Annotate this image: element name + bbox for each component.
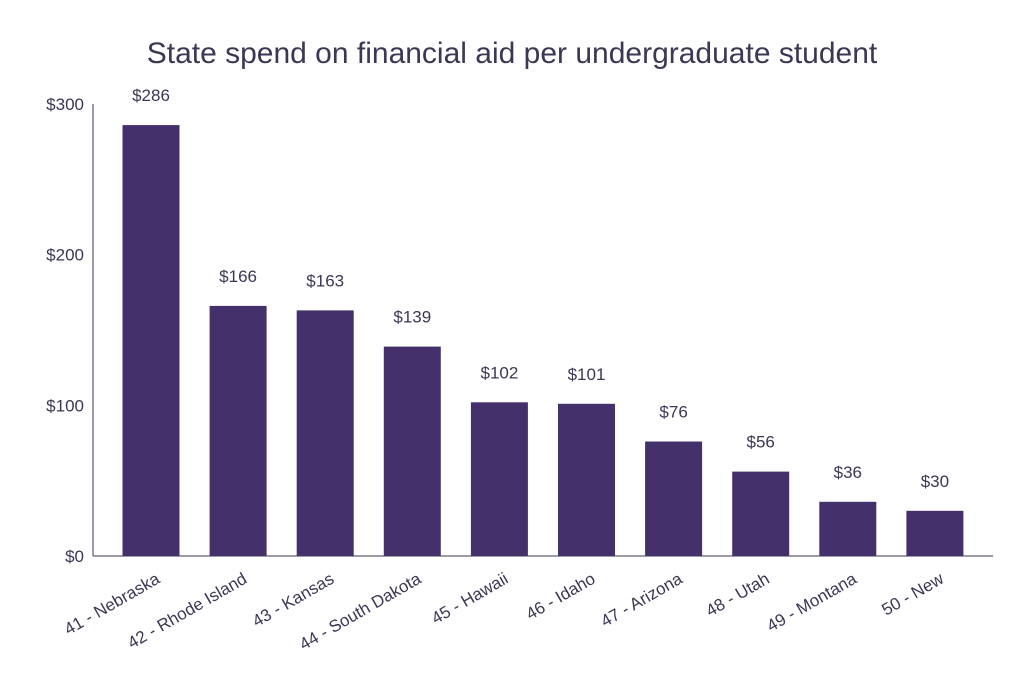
bar xyxy=(383,346,441,556)
bar xyxy=(645,441,703,556)
category-label: 46 - Idaho xyxy=(523,569,599,624)
bar xyxy=(470,402,528,556)
data-label: $36 xyxy=(834,463,862,482)
data-labels: $286 $166 $163 $139 $102 $101 $76 $56 $36 $30 xyxy=(132,86,949,491)
chart-title: State spend on financial aid per undergr… xyxy=(147,37,878,70)
category-label: 47 - Arizona xyxy=(598,569,687,631)
bar xyxy=(558,403,615,556)
category-label: 48 - Utah xyxy=(703,569,773,620)
bar xyxy=(209,305,267,556)
data-label: $286 xyxy=(132,86,170,105)
category-label: 49 - Montana xyxy=(764,569,861,636)
data-label: $163 xyxy=(306,271,344,290)
bar xyxy=(122,125,180,556)
bar xyxy=(732,471,790,556)
y-tick-label: $0 xyxy=(65,547,84,566)
y-tick-label: $100 xyxy=(46,396,84,415)
y-tick-labels: $0 $100 $200 $300 xyxy=(46,95,84,566)
bar xyxy=(906,510,964,556)
data-label: $139 xyxy=(393,308,431,327)
data-label: $76 xyxy=(659,403,687,422)
data-label: $101 xyxy=(568,365,606,384)
data-label: $30 xyxy=(921,472,949,491)
data-label: $102 xyxy=(480,363,518,382)
bar xyxy=(296,310,354,556)
category-label: 45 - Hawaii xyxy=(428,569,511,628)
y-tick-label: $300 xyxy=(46,95,84,114)
bar xyxy=(819,501,877,556)
category-label: 50 - New xyxy=(878,569,947,620)
y-tick-label: $200 xyxy=(46,246,84,265)
data-label: $166 xyxy=(219,267,257,286)
bars xyxy=(122,125,964,556)
data-label: $56 xyxy=(747,433,775,452)
